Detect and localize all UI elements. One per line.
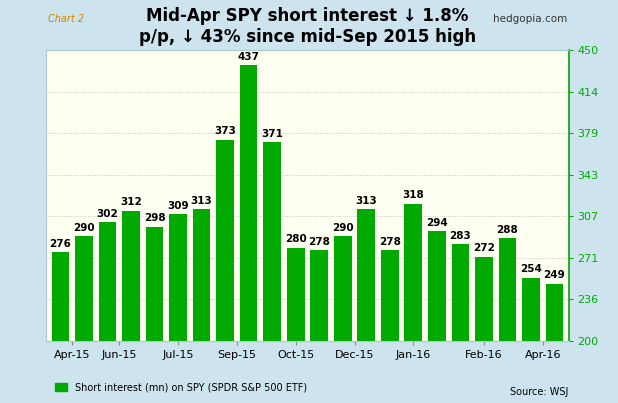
Bar	[357, 210, 375, 403]
Bar	[428, 231, 446, 403]
Text: hedgopia.com: hedgopia.com	[493, 14, 567, 24]
Bar	[310, 250, 328, 403]
Text: Source: WSJ: Source: WSJ	[510, 387, 569, 397]
Text: 278: 278	[379, 237, 400, 247]
Bar	[216, 140, 234, 403]
Bar	[546, 284, 563, 403]
Text: 272: 272	[473, 243, 495, 253]
Text: 288: 288	[496, 225, 519, 235]
Bar	[122, 210, 140, 403]
Bar	[75, 236, 93, 403]
Bar	[334, 236, 352, 403]
Text: 254: 254	[520, 264, 542, 274]
Text: 249: 249	[544, 270, 565, 280]
Legend: Short interest (mn) on SPY (SPDR S&P 500 ETF): Short interest (mn) on SPY (SPDR S&P 500…	[51, 378, 311, 396]
Text: 280: 280	[285, 234, 307, 244]
Bar	[452, 244, 469, 403]
Text: 371: 371	[261, 129, 283, 139]
Bar	[263, 142, 281, 403]
Text: 313: 313	[355, 196, 377, 206]
Text: 294: 294	[426, 218, 447, 228]
Text: 290: 290	[332, 222, 353, 233]
Text: 373: 373	[214, 126, 236, 136]
Bar	[405, 204, 422, 403]
Text: 309: 309	[167, 201, 189, 210]
Title: Mid-Apr SPY short interest ↓ 1.8%
p/p, ↓ 43% since mid-Sep 2015 high: Mid-Apr SPY short interest ↓ 1.8% p/p, ↓…	[139, 7, 476, 46]
Bar	[193, 210, 210, 403]
Text: 283: 283	[449, 231, 472, 241]
Text: 276: 276	[49, 239, 72, 249]
Bar	[169, 214, 187, 403]
Text: 312: 312	[120, 197, 142, 207]
Bar	[240, 65, 258, 403]
Text: 302: 302	[96, 209, 119, 219]
Text: 437: 437	[238, 52, 260, 62]
Bar	[52, 252, 69, 403]
Text: Chart 2: Chart 2	[48, 14, 84, 24]
Bar	[475, 257, 493, 403]
Bar	[499, 239, 516, 403]
Bar	[287, 248, 305, 403]
Text: 278: 278	[308, 237, 330, 247]
Text: 318: 318	[402, 190, 424, 200]
Text: 313: 313	[191, 196, 213, 206]
Bar	[146, 227, 163, 403]
Text: 290: 290	[73, 222, 95, 233]
Bar	[99, 222, 116, 403]
Bar	[522, 278, 540, 403]
Text: 298: 298	[144, 213, 166, 223]
Bar	[381, 250, 399, 403]
